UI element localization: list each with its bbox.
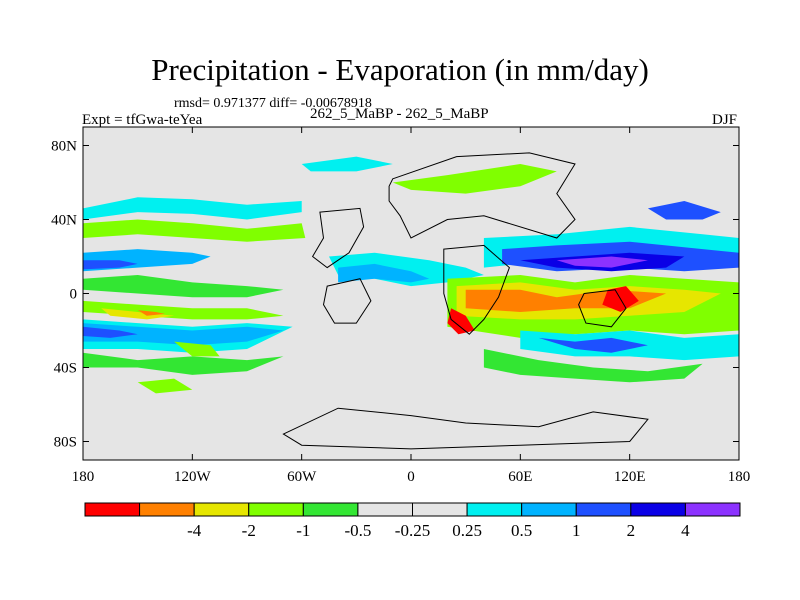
x-tick-label: 60W (287, 469, 317, 485)
case-label: 262_5_MaBP - 262_5_MaBP (310, 106, 489, 122)
stats-line: rmsd= 0.971377 diff= -0.00678918 (174, 96, 372, 111)
y-tick-label: 80S (54, 435, 77, 451)
y-tick-label: 40N (51, 213, 77, 229)
colorbar-label: 0.25 (452, 521, 482, 540)
x-tick-label: 120W (174, 469, 212, 485)
colorbar-swatch-6 (412, 502, 468, 517)
colorbar: -4 -2 -1 -0.5 -0.25 0.25 0.5 1 2 4 (84, 502, 741, 540)
land-outline-0 (388, 152, 576, 239)
field-region-0 (83, 197, 302, 220)
field-region-24 (647, 201, 721, 220)
field-region-12 (174, 341, 220, 357)
x-tick-label: 120E (614, 469, 646, 485)
land-outline-layer (282, 152, 649, 450)
field-region-19 (447, 308, 475, 335)
field-region-23 (556, 256, 648, 268)
colorbar-swatch-8 (521, 502, 577, 517)
field-layer (83, 156, 739, 394)
y-tick-label: 40S (54, 361, 77, 377)
y-tick-label: 0 (70, 287, 78, 303)
x-tick-label: 60E (508, 469, 532, 485)
land-outline-1 (311, 207, 365, 269)
field-region-11 (83, 352, 284, 375)
field-region-29 (301, 156, 393, 172)
colorbar-label: -4 (187, 521, 202, 540)
colorbar-swatch-2 (193, 502, 250, 517)
field-region-10 (83, 326, 138, 338)
colorbar-swatch-5 (357, 502, 413, 517)
axes-layer: 180 120W 60W 0 60E 120E 180 80N 40N 0 40S 80S (51, 127, 750, 485)
colorbar-swatch-7 (466, 502, 523, 517)
field-region-28 (392, 164, 557, 194)
experiment-label: Expt = tfGwa-teYea (82, 112, 203, 128)
colorbar-label: 2 (627, 521, 636, 540)
colorbar-label: 0.5 (511, 521, 532, 540)
colorbar-swatch-3 (248, 502, 304, 517)
x-tick-label: 180 (728, 469, 751, 485)
colorbar-swatch-1 (139, 502, 195, 517)
colorbar-label: -0.25 (395, 521, 430, 540)
field-region-7 (137, 310, 165, 316)
land-outline-3 (443, 244, 510, 335)
x-tick-label: 180 (72, 469, 95, 485)
colorbar-label: 1 (572, 521, 581, 540)
field-region-27 (483, 349, 703, 383)
x-tick-label: 0 (407, 469, 415, 485)
field-region-1 (83, 219, 306, 242)
colorbar-label: -1 (296, 521, 310, 540)
land-outline-2 (322, 278, 372, 324)
y-tick-label: 80N (51, 139, 77, 155)
colorbar-label: -2 (242, 521, 256, 540)
colorbar-label: 4 (681, 521, 690, 540)
land-outline-4 (578, 289, 627, 328)
field-region-6 (101, 308, 175, 320)
colorbar-swatch-0 (84, 502, 141, 517)
colorbar-label: -0.5 (344, 521, 371, 540)
colorbar-swatch-10 (630, 502, 686, 517)
colorbar-swatch-11 (684, 502, 741, 517)
field-region-26 (538, 337, 648, 353)
season-label: DJF (712, 112, 738, 128)
land-outline-5 (282, 407, 649, 450)
field-region-3 (83, 260, 138, 270)
field-region-4 (83, 275, 284, 298)
field-region-9 (83, 323, 284, 346)
colorbar-swatch-4 (302, 502, 359, 517)
field-region-14 (338, 263, 430, 283)
colorbar-swatch-9 (575, 502, 632, 517)
field-region-30 (137, 378, 193, 394)
chart-title: Precipitation - Evaporation (in mm/day) (151, 52, 649, 87)
